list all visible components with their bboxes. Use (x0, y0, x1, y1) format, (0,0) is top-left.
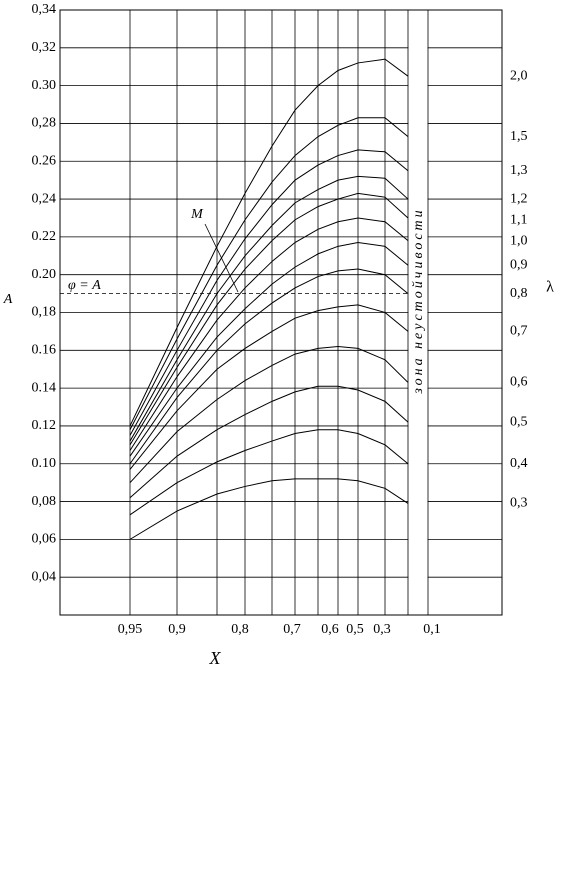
y-tick-label: 0,28 (32, 116, 57, 131)
curve (129, 268, 409, 465)
y-tick-label: 0,34 (32, 2, 57, 17)
x-tick-label: 0,7 (283, 622, 301, 637)
legend-label: 1,1 (510, 212, 528, 227)
curve (129, 217, 409, 451)
y-tick-label: 0,32 (32, 40, 57, 55)
legend-label: 0,3 (510, 496, 528, 511)
y-tick-label: 0,04 (32, 569, 57, 584)
legend-label: 1,2 (510, 191, 528, 206)
x-tick-label: 0,5 (346, 622, 364, 637)
reference-label: φ = A (68, 278, 101, 293)
y-tick-label: 0,08 (32, 494, 57, 509)
legend-label: 0,8 (510, 286, 528, 301)
x-tick-label: 0,9 (168, 622, 186, 637)
legend-label: 1,0 (510, 233, 528, 248)
legend-label: 1,5 (510, 129, 528, 144)
curve (129, 117, 409, 430)
legend-label: 0,4 (510, 456, 528, 471)
curve (129, 429, 409, 516)
annotation-pointer (204, 223, 239, 293)
legend-title: λ (546, 279, 554, 296)
annotation-label: M (190, 207, 204, 222)
x-axis-label: X (209, 648, 222, 668)
y-tick-label: 0,24 (32, 191, 57, 206)
legend-label: 0,9 (510, 257, 528, 272)
zone-label: зона неустойчивости (411, 207, 426, 394)
y-tick-label: 0.14 (32, 380, 57, 395)
x-tick-label: 0,8 (231, 622, 249, 637)
curve (129, 346, 409, 483)
y-axis-label: A (3, 292, 13, 307)
y-tick-label: 0.16 (32, 343, 57, 358)
y-tick-label: 0,18 (32, 305, 57, 320)
curve (129, 192, 409, 446)
x-tick-label: 0,1 (423, 622, 441, 637)
curve (129, 385, 409, 499)
curve (129, 149, 409, 436)
curve (129, 175, 409, 442)
y-tick-label: 0.10 (32, 456, 57, 471)
legend-label: 1,3 (510, 163, 528, 178)
y-tick-label: 0,06 (32, 532, 57, 547)
y-tick-label: 0.20 (32, 267, 57, 282)
y-tick-label: 0.22 (32, 229, 57, 244)
legend-label: 0,5 (510, 414, 528, 429)
curve (129, 58, 409, 427)
legend-label: 0,6 (510, 375, 528, 390)
y-tick-label: 0.30 (32, 78, 57, 93)
y-tick-label: 0.26 (32, 153, 57, 168)
curve (129, 478, 409, 540)
y-tick-label: 0.12 (32, 418, 57, 433)
x-tick-label: 0,6 (321, 622, 339, 637)
legend-label: 2,0 (510, 68, 528, 83)
legend-label: 0,7 (510, 324, 528, 339)
curve (129, 242, 409, 457)
x-tick-label: 0,3 (373, 622, 391, 637)
curve (129, 304, 409, 470)
instability-zone (408, 10, 428, 615)
x-tick-label: 0,95 (118, 622, 143, 637)
